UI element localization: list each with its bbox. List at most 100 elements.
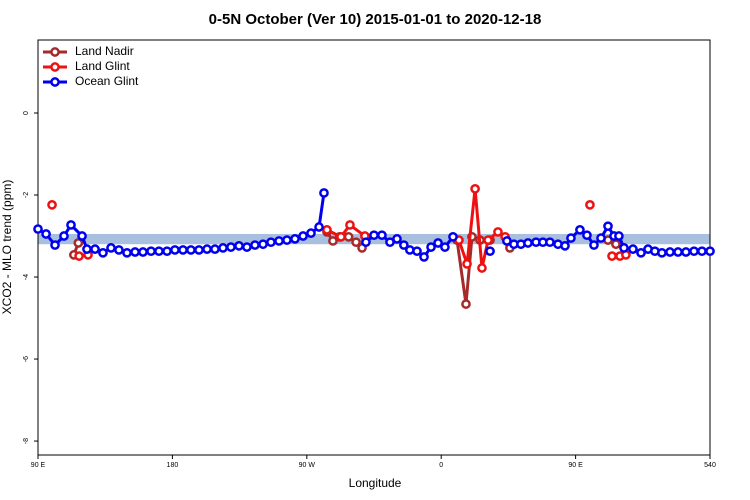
data-point — [186, 245, 196, 255]
data-point — [250, 240, 260, 250]
data-point — [566, 233, 576, 243]
x-tick-label: 0 — [439, 462, 443, 469]
data-point — [673, 247, 683, 257]
data-point — [461, 299, 471, 309]
plot-frame — [37, 39, 711, 456]
data-point — [585, 200, 595, 210]
data-point — [689, 246, 699, 257]
data-point — [611, 239, 621, 250]
x-tick-label: 90 E — [568, 462, 583, 469]
data-point — [619, 243, 629, 253]
data-point — [575, 225, 585, 235]
data-point — [485, 246, 495, 257]
data-point — [138, 247, 148, 257]
data-point — [477, 263, 487, 273]
data-point — [392, 234, 402, 244]
data-point — [560, 241, 570, 251]
data-point — [369, 230, 379, 241]
data-point — [328, 236, 338, 246]
data-point — [351, 237, 361, 248]
data-point — [178, 245, 188, 255]
data-point — [194, 245, 204, 255]
x-axis-label: Longitude — [349, 476, 402, 490]
data-point — [170, 245, 180, 255]
x-tick-label: 90 E — [31, 462, 46, 469]
data-point — [665, 247, 675, 257]
data-point — [603, 221, 613, 232]
data-point — [82, 244, 92, 254]
y-axis-label: XCO2 - MLO trend (ppm) — [0, 180, 14, 315]
y-tick-label: -4 — [23, 274, 30, 280]
data-point — [234, 241, 244, 251]
data-point — [242, 242, 252, 252]
data-point — [483, 235, 493, 245]
data-point — [50, 240, 60, 250]
data-point — [90, 244, 100, 254]
data-point — [47, 200, 57, 210]
data-point — [146, 246, 156, 257]
y-tick-label: -8 — [23, 438, 30, 444]
legend-marker — [50, 47, 60, 57]
legend-label: Land Nadir — [75, 44, 134, 58]
data-point — [361, 237, 371, 248]
legend-label: Ocean Glint — [75, 74, 139, 88]
data-point — [412, 246, 422, 257]
data-point — [210, 244, 220, 254]
data-point — [282, 235, 292, 245]
data-point — [122, 247, 132, 258]
data-point — [470, 184, 480, 194]
data-point — [319, 188, 329, 198]
data-point — [596, 233, 606, 243]
data-point — [59, 231, 69, 241]
data-point — [636, 247, 646, 258]
data-point — [336, 231, 346, 242]
data-point — [130, 247, 140, 257]
data-point — [218, 243, 228, 253]
data-point — [697, 246, 707, 257]
data-point — [343, 231, 354, 242]
data-point — [258, 239, 268, 250]
data-point — [345, 220, 355, 230]
data-point — [98, 247, 108, 258]
data-point — [440, 242, 450, 252]
data-point — [33, 224, 43, 234]
data-point — [114, 245, 124, 255]
data-point — [705, 246, 715, 257]
data-point — [582, 230, 592, 241]
data-point — [545, 237, 555, 248]
data-point — [298, 231, 308, 241]
data-point — [274, 236, 284, 246]
data-point — [589, 240, 599, 250]
x-tick-label: 540 — [704, 462, 716, 469]
legend-marker — [50, 62, 60, 72]
y-tick-label: -2 — [23, 192, 30, 198]
data-point — [73, 238, 84, 248]
data-point — [77, 231, 87, 241]
x-tick-label: 90 W — [299, 462, 316, 469]
data-point — [614, 231, 624, 241]
legend-label: Land Glint — [75, 59, 130, 73]
data-point — [106, 243, 116, 253]
data-point — [226, 242, 236, 252]
chart-title: 0-5N October (Ver 10) 2015-01-01 to 2020… — [209, 11, 542, 28]
data-point — [523, 238, 533, 248]
data-point — [628, 244, 638, 254]
data-point — [202, 244, 212, 254]
data-point — [493, 227, 503, 237]
legend-marker — [50, 77, 60, 87]
data-point — [74, 251, 84, 261]
data-point — [433, 238, 443, 248]
y-tick-label: 0 — [23, 111, 30, 115]
data-point — [66, 220, 76, 230]
data-point — [266, 237, 276, 248]
data-point — [322, 225, 332, 235]
data-point — [681, 247, 691, 257]
data-point — [426, 242, 436, 252]
data-point — [314, 222, 324, 232]
data-point — [41, 229, 51, 239]
data-point — [377, 230, 387, 241]
data-point — [419, 252, 429, 262]
data-point — [306, 228, 316, 238]
data-point — [290, 234, 300, 244]
